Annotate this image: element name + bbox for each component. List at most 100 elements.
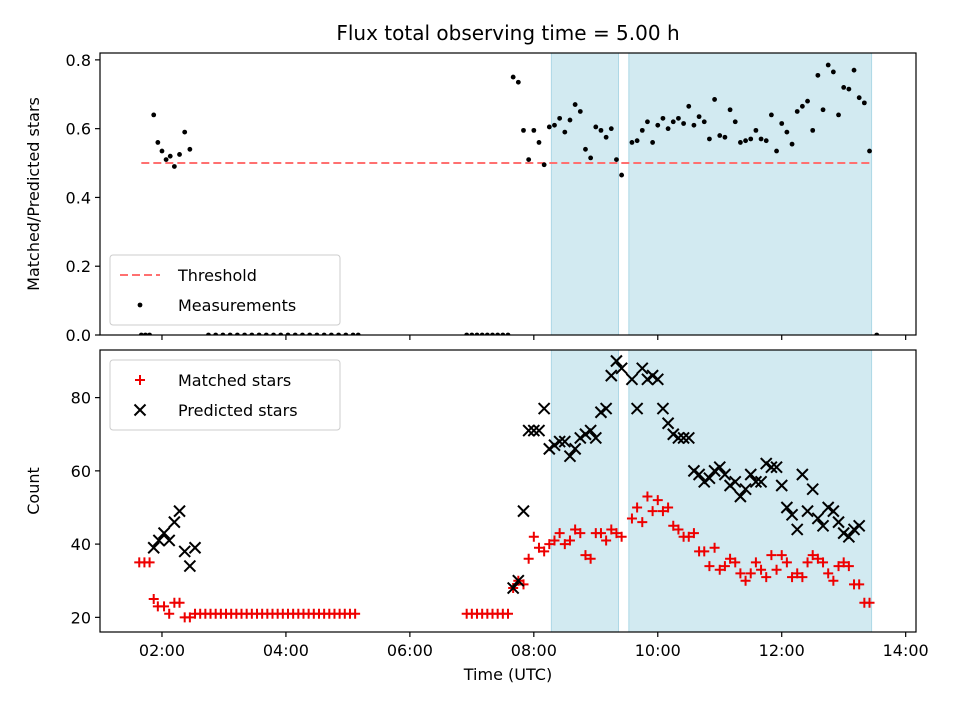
measurement-point <box>717 133 723 138</box>
y-tick-label: 80 <box>71 389 91 408</box>
predicted-star-point <box>625 373 639 386</box>
predicted-star-point <box>574 431 587 445</box>
predicted-star-point <box>173 504 186 518</box>
matched-star-point <box>704 561 715 572</box>
measurement-point <box>722 134 728 140</box>
matched-star-point <box>148 594 159 605</box>
measurement-point <box>841 84 847 90</box>
predicted-star-point <box>168 515 181 529</box>
predicted-star-point <box>698 475 711 489</box>
predicted-star-point <box>703 471 716 485</box>
predicted-star-point <box>506 581 520 595</box>
measurement-point <box>541 162 547 168</box>
measurement-point <box>645 119 650 125</box>
x-tick-label: 10:00 <box>635 641 681 660</box>
predicted-star-point <box>579 428 592 441</box>
predicted-star-point <box>723 479 737 492</box>
measurement-point <box>567 117 573 123</box>
predicted-star-point <box>651 373 664 386</box>
predicted-star-point <box>656 402 670 415</box>
predicted-star-point <box>785 508 799 522</box>
measurement-point <box>608 126 614 132</box>
matched-star-point <box>823 568 834 579</box>
observing-interval-shade <box>550 350 620 632</box>
measurement-point <box>763 138 769 144</box>
measurement-point <box>712 97 717 102</box>
matched-star-point <box>838 557 849 568</box>
measurement-point <box>155 140 161 145</box>
matched-star-point <box>828 575 839 586</box>
y-tick-label: 60 <box>71 462 91 481</box>
matched-star-point <box>611 528 622 539</box>
x-axis-label: Time (UTC) <box>463 665 552 684</box>
matched-star-point <box>554 528 565 539</box>
bottom-panel: 02:00 04:00 06:00 08:00 10:00 12:00 14:00 20 40 6… <box>24 349 929 684</box>
matched-star-point <box>159 601 170 612</box>
predicted-star-point <box>765 460 778 474</box>
predicted-star-point <box>811 512 825 525</box>
measurement-point <box>784 129 790 135</box>
matched-star-point <box>776 550 787 561</box>
matched-star-point <box>564 535 575 546</box>
matched-star-point <box>575 528 586 539</box>
matched-star-point <box>797 572 808 583</box>
measurement-point <box>572 102 578 107</box>
matched-star-point <box>709 542 720 553</box>
matched-star-point <box>570 524 581 535</box>
predicted-star-point <box>739 482 752 496</box>
measurement-point <box>727 107 733 113</box>
y-tick-label: 40 <box>71 535 91 554</box>
predicted-star-point <box>692 468 706 481</box>
matched-star-point <box>699 546 710 557</box>
measurement-point <box>815 72 821 78</box>
y-axis-label: Count <box>24 467 43 515</box>
matched-star-point <box>595 528 606 539</box>
predicted-star-point <box>646 369 659 382</box>
predicted-star-point <box>522 424 535 437</box>
measurement-point <box>515 79 521 85</box>
x-tick-label: 06:00 <box>387 641 433 660</box>
predicted-star-point <box>589 431 603 445</box>
predicted-star-point <box>682 431 695 445</box>
predicted-star-point <box>188 541 202 554</box>
legend-label: Predicted stars <box>178 401 298 420</box>
matched-star-point <box>854 579 865 590</box>
predicted-star-point <box>568 442 582 456</box>
matched-star-point <box>807 550 818 561</box>
plot-area <box>134 350 875 632</box>
legend-measurement-swatch <box>137 302 143 308</box>
legend: Matched stars Predicted stars <box>109 359 341 431</box>
matched-star-point <box>559 539 570 550</box>
predicted-star-point <box>729 475 742 489</box>
measurement-point <box>603 134 609 140</box>
predicted-star-point <box>636 362 649 375</box>
matched-star-point <box>735 568 746 579</box>
measurement-point <box>151 112 157 118</box>
measurement-point <box>598 127 604 133</box>
measurement-point <box>655 122 661 128</box>
predicted-star-point <box>599 402 613 415</box>
x-tick-label: 12:00 <box>759 641 805 660</box>
x-tick-label: 14:00 <box>883 641 929 660</box>
predicted-star-point <box>157 526 171 540</box>
measurement-point <box>660 115 666 121</box>
matched-star-point <box>745 568 756 579</box>
matched-star-point <box>812 553 823 564</box>
measurement-point <box>614 157 619 163</box>
predicted-star-point <box>147 541 160 554</box>
matched-star-point <box>174 597 185 608</box>
predicted-star-point <box>749 475 763 489</box>
y-axis-label: Matched/Predicted stars <box>24 97 43 291</box>
y-tick-label: 20 <box>71 608 91 627</box>
matched-star-point <box>606 524 617 535</box>
predicted-star-point <box>775 479 788 492</box>
predicted-star-point <box>641 373 654 386</box>
legend-label: Threshold <box>177 266 257 285</box>
predicted-star-point <box>780 501 794 514</box>
matched-star-point <box>637 517 648 528</box>
matched-star-point <box>164 608 175 619</box>
measurement-point <box>681 121 686 126</box>
measurement-point <box>163 157 169 163</box>
measurement-point <box>861 100 867 106</box>
